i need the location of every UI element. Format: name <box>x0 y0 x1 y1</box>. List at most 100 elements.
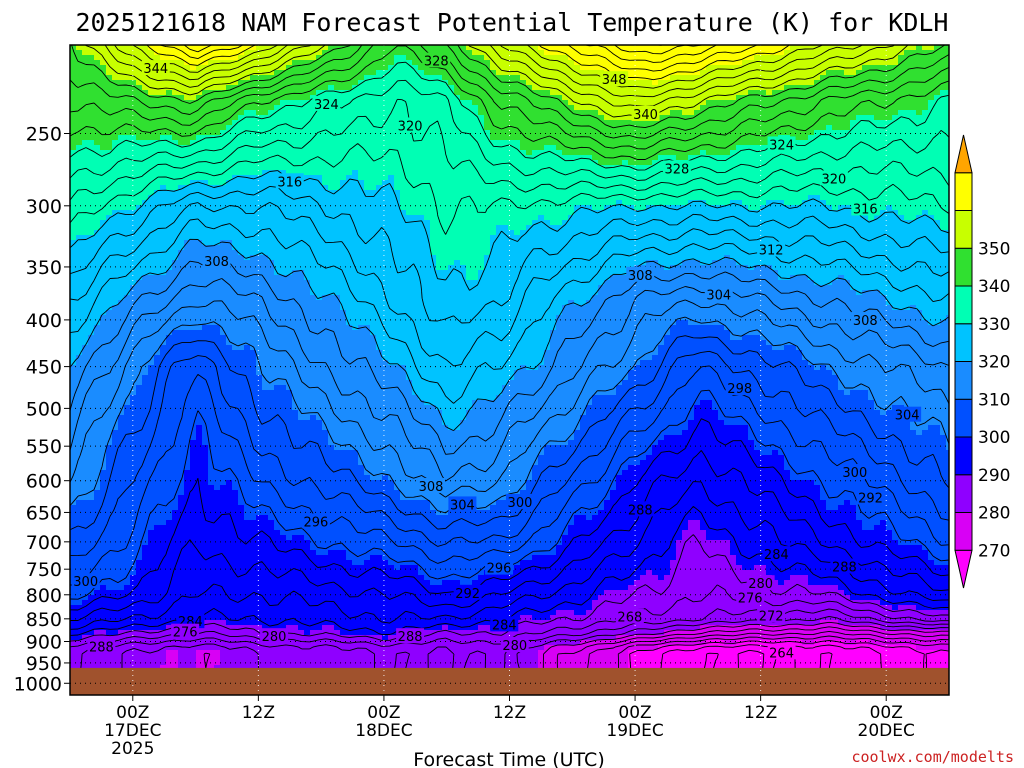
field-cell <box>88 105 95 111</box>
field-cell <box>130 590 137 596</box>
field-cell <box>124 500 131 506</box>
field-cell <box>262 355 269 361</box>
field-cell <box>76 605 83 611</box>
field-cell <box>160 635 167 641</box>
field-cell <box>238 255 245 261</box>
field-cell <box>262 465 269 471</box>
field-cell <box>232 500 239 506</box>
field-cell <box>82 285 89 291</box>
field-cell <box>76 330 83 336</box>
field-cell <box>268 245 275 251</box>
field-cell <box>166 195 173 201</box>
field-cell <box>220 105 227 111</box>
field-cell <box>136 310 143 316</box>
field-cell <box>76 160 83 166</box>
field-cell <box>118 285 125 291</box>
field-cell <box>292 290 299 296</box>
field-cell <box>142 155 149 161</box>
field-cell <box>100 120 107 126</box>
field-cell <box>136 500 143 506</box>
field-cell <box>274 455 281 461</box>
field-cell <box>244 320 251 326</box>
field-cell <box>226 570 233 576</box>
field-cell <box>100 400 107 406</box>
field-cell <box>190 120 197 126</box>
field-cell <box>262 75 269 81</box>
field-cell <box>244 395 251 401</box>
field-cell <box>232 430 239 436</box>
field-cell <box>130 525 137 531</box>
field-cell <box>292 365 299 371</box>
field-cell <box>70 425 77 431</box>
field-cell <box>196 610 203 616</box>
field-cell <box>160 390 167 396</box>
field-cell <box>148 160 155 166</box>
field-cell <box>100 530 107 536</box>
field-cell <box>196 320 203 326</box>
field-cell <box>160 480 167 486</box>
field-cell <box>100 335 107 341</box>
field-cell <box>280 650 287 656</box>
field-cell <box>274 120 281 126</box>
field-cell <box>214 665 221 671</box>
field-cell <box>244 485 251 491</box>
field-cell <box>238 475 245 481</box>
field-cell <box>238 60 245 66</box>
field-cell <box>70 320 77 326</box>
field-cell <box>286 170 293 176</box>
field-cell <box>220 250 227 256</box>
field-cell <box>160 435 167 441</box>
field-cell <box>232 210 239 216</box>
field-cell <box>202 530 209 536</box>
field-cell <box>124 570 131 576</box>
field-cell <box>226 630 233 636</box>
field-cell <box>130 440 137 446</box>
field-cell <box>292 215 299 221</box>
field-cell <box>280 390 287 396</box>
field-cell <box>184 265 191 271</box>
field-cell <box>148 275 155 281</box>
field-cell <box>142 450 149 456</box>
field-cell <box>262 220 269 226</box>
field-cell <box>286 60 293 66</box>
field-cell <box>148 615 155 621</box>
field-cell <box>226 305 233 311</box>
field-cell <box>88 410 95 416</box>
field-cell <box>250 360 257 366</box>
field-cell <box>226 445 233 451</box>
field-cell <box>130 175 137 181</box>
field-cell <box>232 290 239 296</box>
field-cell <box>280 290 287 296</box>
field-cell <box>160 320 167 326</box>
field-cell <box>88 475 95 481</box>
field-cell <box>136 205 143 211</box>
field-cell <box>112 525 119 531</box>
field-cell <box>190 465 197 471</box>
field-cell <box>280 70 287 76</box>
field-cell <box>286 575 293 581</box>
field-cell <box>100 80 107 86</box>
field-cell <box>214 595 221 601</box>
field-cell <box>172 550 179 556</box>
field-cell <box>100 245 107 251</box>
field-cell <box>154 655 161 661</box>
field-cell <box>172 90 179 96</box>
field-cell <box>268 480 275 486</box>
field-cell <box>262 380 269 386</box>
field-cell <box>250 500 257 506</box>
field-cell <box>292 665 299 671</box>
field-cell <box>160 305 167 311</box>
field-cell <box>256 160 263 166</box>
field-cell <box>256 470 263 476</box>
field-cell <box>256 515 263 521</box>
field-cell <box>226 380 233 386</box>
field-cell <box>154 270 161 276</box>
field-cell <box>154 75 161 81</box>
field-cell <box>70 330 77 336</box>
field-cell <box>262 195 269 201</box>
field-cell <box>226 395 233 401</box>
field-cell <box>172 360 179 366</box>
field-cell <box>70 535 77 541</box>
field-cell <box>190 260 197 266</box>
field-cell <box>166 45 173 51</box>
